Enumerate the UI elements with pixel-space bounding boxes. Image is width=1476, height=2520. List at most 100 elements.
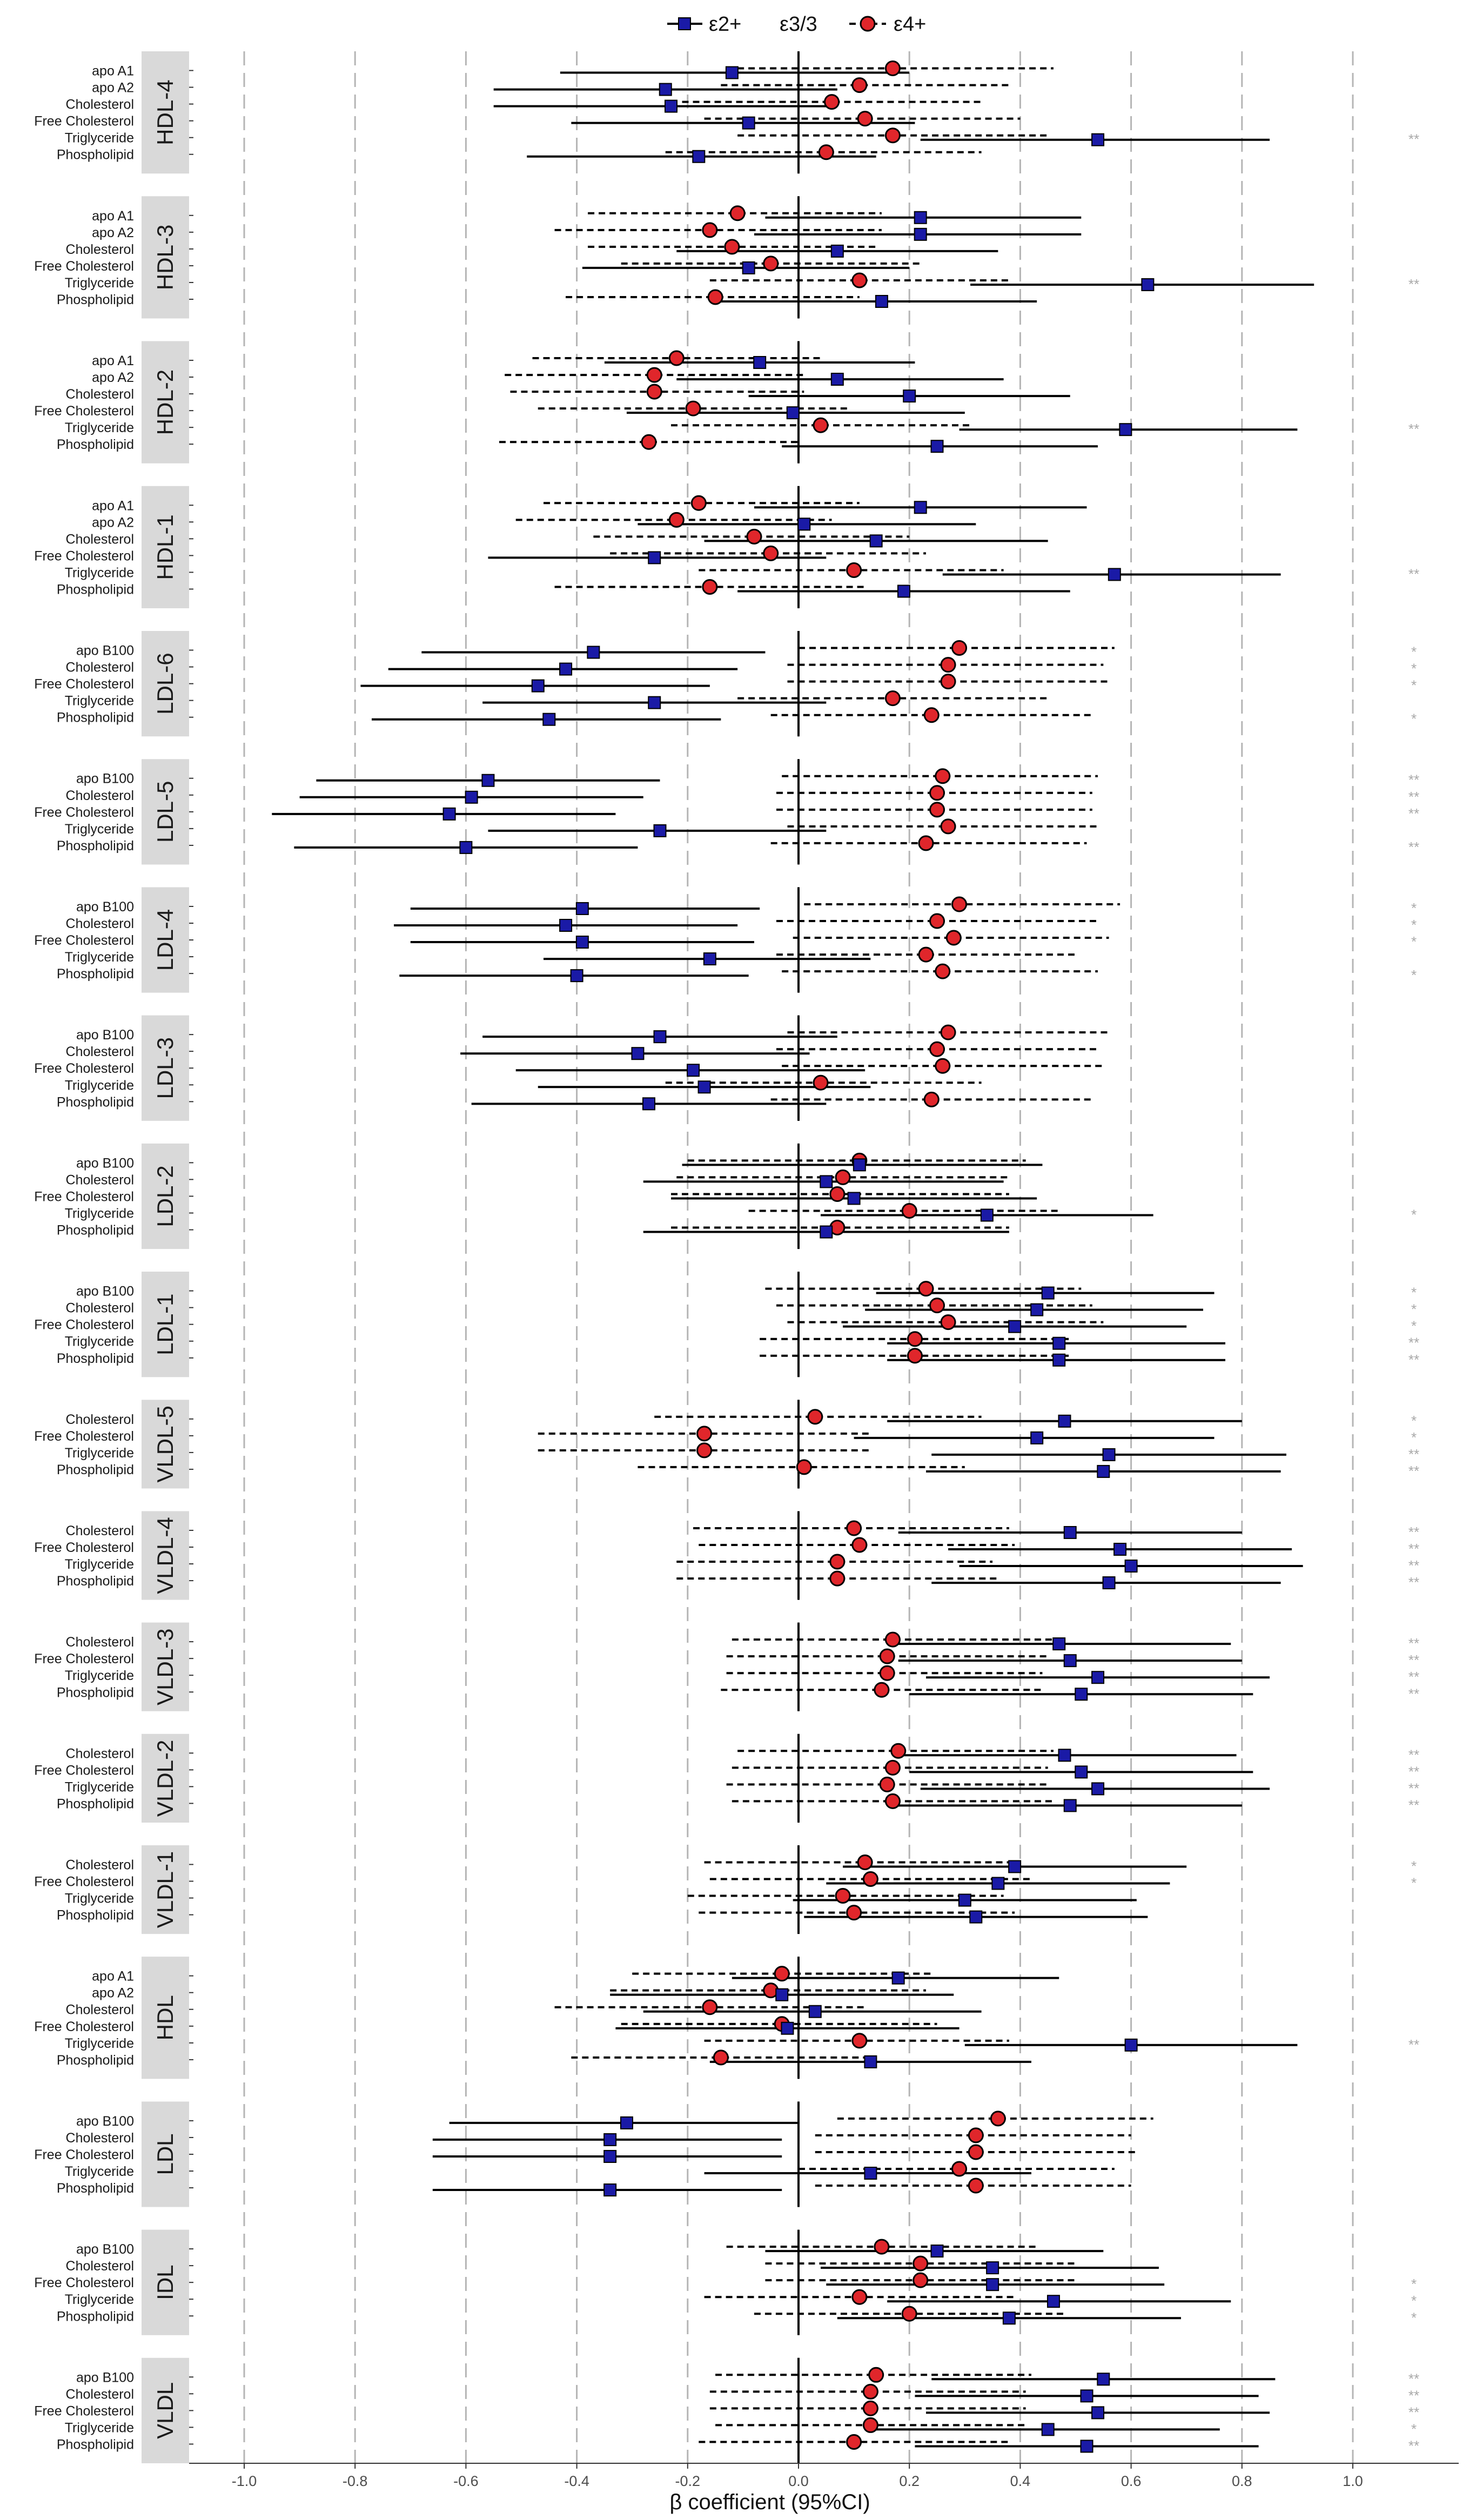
e4-point (646, 384, 662, 400)
row-label: Cholesterol (66, 1857, 134, 1872)
e2-point (897, 584, 910, 598)
e4-point (829, 1570, 846, 1587)
panel-label: HDL-3 (152, 225, 178, 290)
e4-point (918, 1281, 934, 1297)
significance-mark: ** (1408, 131, 1419, 147)
row-label: apo B100 (76, 2114, 134, 2129)
row-label: apo B100 (76, 771, 134, 787)
e4-point (835, 1169, 851, 1185)
row-label: apo B100 (76, 2242, 134, 2257)
row-label: Free Cholesterol (34, 1429, 134, 1444)
significance-mark: * (1411, 933, 1417, 950)
row-label: Triglyceride (65, 1078, 134, 1093)
e4-point (951, 896, 968, 912)
e2-point (914, 227, 927, 241)
e4-point (923, 707, 940, 723)
e2-point (1041, 2423, 1055, 2436)
e2-point (653, 824, 667, 837)
significance-mark: * (1411, 1413, 1417, 1429)
row-label: Cholesterol (66, 1412, 134, 1427)
significance-mark: ** (1408, 1574, 1419, 1590)
panel-strip (142, 631, 189, 737)
panel-label: LDL-4 (152, 909, 178, 971)
panel-vldl: VLDL apo B100 ** Cholesterol ** Free Choleste… (34, 2357, 1419, 2463)
significance-mark: ** (1408, 839, 1419, 855)
e2-point (1119, 423, 1132, 436)
e4-point (641, 434, 657, 450)
row-label: Cholesterol (66, 532, 134, 547)
row-label: Triglyceride (65, 1779, 134, 1795)
e2-point (742, 116, 755, 130)
e4-point (929, 785, 945, 801)
panel-strip (142, 759, 189, 865)
e2-point (648, 696, 661, 709)
e4-point (929, 1041, 945, 1057)
panel-strip (142, 1511, 189, 1600)
e2-point (958, 1893, 971, 1907)
row-label: apo A2 (92, 80, 134, 96)
e4-point (746, 528, 762, 545)
e4-point (879, 1665, 895, 1681)
e2-point (864, 2055, 877, 2068)
panel-strip (142, 2229, 189, 2335)
row-label: apo A2 (92, 225, 134, 240)
row-label: Free Cholesterol (34, 404, 134, 419)
panel-label: IDL (152, 2265, 178, 2300)
panel-label: LDL-6 (152, 653, 178, 714)
row-label: Free Cholesterol (34, 2147, 134, 2162)
significance-mark: * (1411, 2421, 1417, 2437)
row-label: apo A1 (92, 498, 134, 513)
row-label: Cholesterol (66, 1635, 134, 1650)
significance-mark: ** (1408, 1446, 1419, 1462)
significance-mark: ** (1408, 1652, 1419, 1668)
e4-point (851, 77, 868, 93)
panel-ldl-4: LDL-4 apo B100 * Cholesterol * Free Cholester… (34, 887, 1417, 993)
row-label: Phospholipid (57, 2309, 134, 2324)
legend: ε2+ ε3/3 ε4+ (667, 13, 926, 36)
significance-mark: ** (1408, 2437, 1419, 2454)
e2-point (1124, 2038, 1138, 2052)
row-label: apo A2 (92, 370, 134, 385)
e4-point (940, 674, 956, 690)
e2-point (1052, 1353, 1066, 1367)
e2-point (820, 1225, 833, 1239)
e2-point (459, 841, 473, 854)
e2-point (703, 952, 716, 966)
significance-mark: ** (1408, 1746, 1419, 1763)
row-label: Cholesterol (66, 387, 134, 402)
panel-label: VLDL-2 (152, 1740, 178, 1817)
panel-vldl-2: VLDL-2 Cholesterol ** Free Cholesterol ** Tri… (34, 1733, 1419, 1823)
row-label: Triglyceride (65, 694, 134, 709)
e4-point (829, 1186, 846, 1202)
row-label: Phospholipid (57, 2053, 134, 2068)
significance-mark: ** (1408, 789, 1419, 805)
significance-mark: * (1411, 1858, 1417, 1874)
significance-mark: ** (1408, 1635, 1419, 1651)
significance-mark: ** (1408, 2387, 1419, 2403)
e2-point (1052, 1336, 1066, 1350)
e4-point (707, 289, 723, 305)
e4-point (968, 2178, 984, 2194)
row-label: Triglyceride (65, 950, 134, 965)
e4-point (813, 1074, 829, 1091)
e2-point (1091, 1671, 1105, 1684)
significance-mark: ** (1408, 2370, 1419, 2387)
row-label: Triglyceride (65, 1206, 134, 1221)
e2-point (808, 2005, 822, 2018)
e2-point (1002, 2311, 1016, 2325)
significance-mark: ** (1408, 1335, 1419, 1351)
e2-point (930, 440, 944, 453)
x-tick-label: -0.6 (453, 2473, 479, 2489)
e4-point (874, 1682, 890, 1698)
e4-point (846, 2434, 862, 2450)
e2-point (575, 902, 589, 915)
significance-mark: ** (1408, 772, 1419, 788)
x-tick-label: 0.0 (788, 2473, 809, 2489)
row-label: Phospholipid (57, 147, 134, 163)
e4-point (935, 1058, 951, 1074)
e2-point (587, 646, 600, 659)
e2-point (1124, 1560, 1138, 1573)
